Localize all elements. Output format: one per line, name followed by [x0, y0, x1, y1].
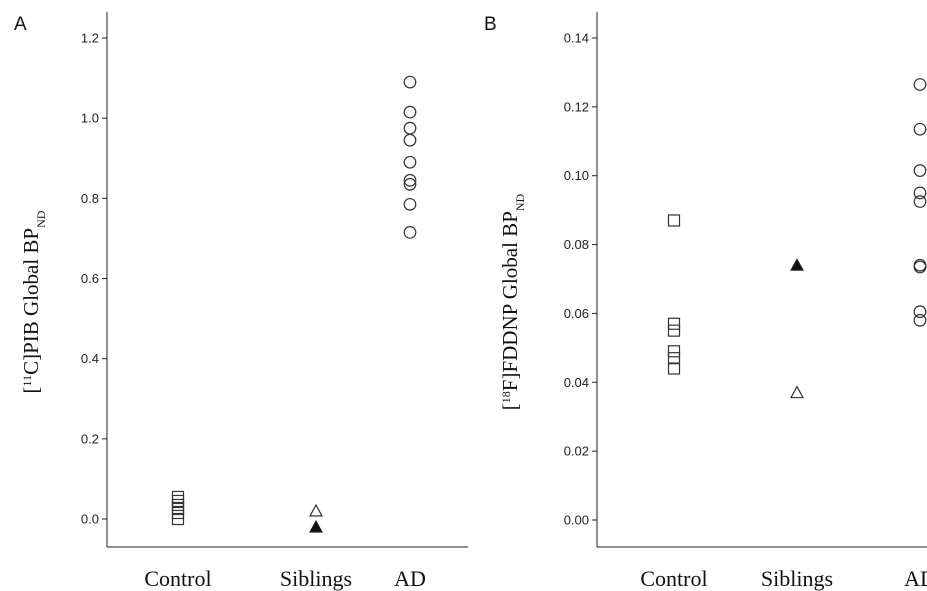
data-point-siblings-filled-triangle — [309, 519, 323, 533]
x-tick-label: AD — [904, 566, 927, 591]
y-tick-label: 0.02 — [564, 444, 589, 459]
y-tick-label: 0.14 — [564, 31, 589, 46]
data-point-ad-open-circle — [403, 173, 417, 187]
data-point-control-open-square — [171, 498, 185, 512]
data-point-ad-open-circle — [913, 313, 927, 327]
data-point-siblings-open-triangle — [309, 503, 323, 517]
y-tick-label: 0.12 — [564, 99, 589, 114]
data-point-ad-open-circle — [403, 226, 417, 239]
data-point-ad-open-circle — [403, 197, 417, 211]
y-axis-label: [18F]FDDNP Global BPND — [498, 193, 527, 410]
y-tick-label: 0.2 — [81, 431, 99, 446]
data-point-ad-open-circle — [913, 164, 927, 177]
y-tick-label: 0.6 — [81, 271, 99, 286]
x-tick-label: Control — [144, 566, 211, 591]
y-tick-label: 0.0 — [81, 512, 99, 527]
chart-panel-a: A 0.0 0.2 0.4 0.6 0.8 1.0 1.2 Control Siblings AD [… — [14, 12, 468, 591]
y-tick-label: 1.0 — [81, 111, 99, 126]
data-point-control-open-square — [667, 345, 681, 358]
x-tick-label: AD — [394, 566, 426, 591]
y-tick-label: 1.2 — [81, 31, 99, 46]
data-point-control-open-square — [667, 324, 681, 337]
data-point-ad-open-circle — [913, 78, 927, 91]
data-point-siblings-filled-triangle — [790, 258, 804, 271]
data-point-ad-open-circle — [913, 260, 927, 274]
y-tick-label: 0.08 — [564, 237, 589, 252]
data-point-ad-open-circle — [403, 105, 417, 119]
data-point-ad-open-circle — [403, 133, 417, 147]
data-point-ad-open-circle — [913, 122, 927, 136]
data-point-siblings-open-triangle — [790, 385, 804, 399]
y-axis-label: [11C]PIB Global BPND — [19, 210, 48, 393]
data-point-control-open-square — [667, 362, 681, 375]
y-tick-label: 0.04 — [564, 375, 589, 390]
y-tick-label: 0.4 — [81, 351, 99, 366]
y-tick-label: 0.06 — [564, 306, 589, 321]
data-point-ad-open-circle — [913, 186, 927, 200]
data-point-control-open-square — [667, 214, 681, 227]
panel-letter: B — [484, 14, 497, 35]
data-point-ad-open-circle — [913, 305, 927, 319]
chart-panel-b: B 0.00 0.02 0.04 0.06 0.08 0.10 0.12 0.14 Control… — [484, 12, 927, 591]
x-tick-label: Siblings — [761, 566, 833, 591]
y-tick-label: 0.8 — [81, 191, 99, 206]
y-tick-label: 0.00 — [564, 513, 589, 528]
data-point-control-open-square — [171, 494, 185, 508]
data-point-ad-open-circle — [403, 155, 417, 169]
x-tick-label: Siblings — [280, 566, 352, 591]
data-point-control-open-square — [667, 352, 681, 365]
data-point-control-open-square — [171, 502, 185, 516]
data-point-ad-open-circle — [913, 195, 927, 208]
data-point-ad-open-circle — [403, 177, 417, 191]
data-point-ad-open-circle — [403, 121, 417, 135]
data-point-control-open-square — [171, 490, 185, 504]
y-tick-label: 0.10 — [564, 168, 589, 183]
data-point-control-open-square — [667, 317, 681, 330]
panel-letter: A — [14, 14, 27, 35]
data-point-ad-open-circle — [403, 75, 417, 89]
x-tick-label: Control — [640, 566, 707, 591]
